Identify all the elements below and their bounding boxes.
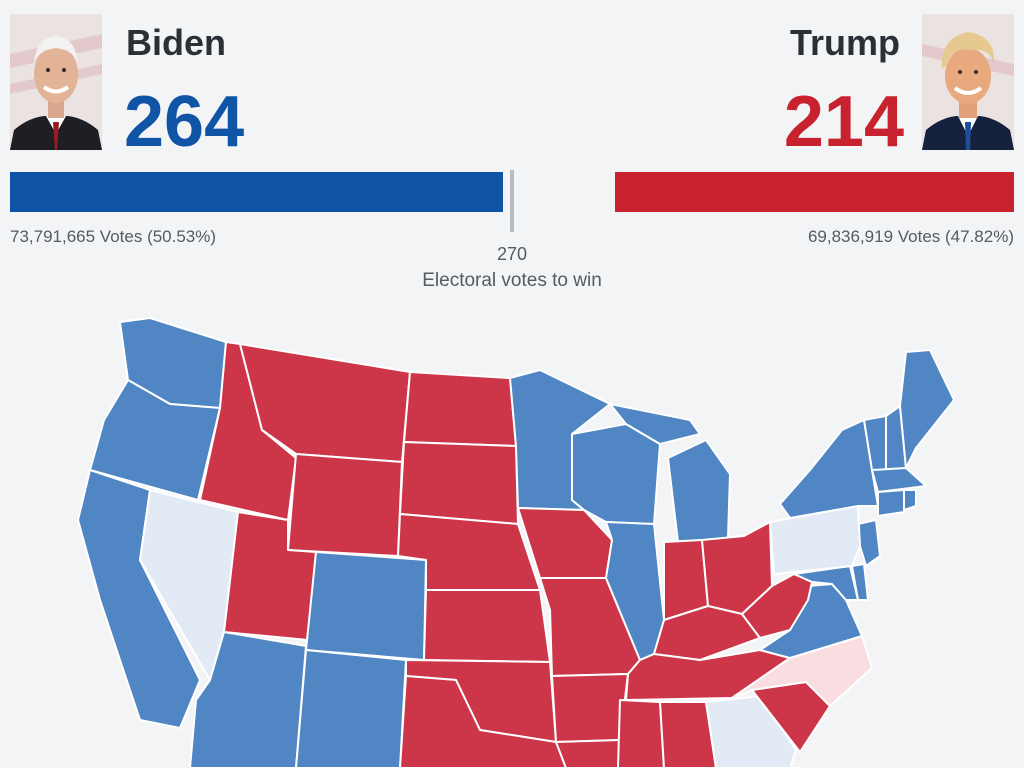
state-ga[interactable] [705,695,797,768]
state-pa[interactable] [769,505,861,575]
state-nd[interactable] [403,371,517,447]
state-ct[interactable] [877,489,905,517]
popular-votes-left: 73,791,665 Votes (50.53%) [10,227,217,246]
threshold-number: 270 [496,244,528,264]
electoral-bar-biden [10,172,503,212]
state-ks[interactable] [423,589,551,663]
state-wv[interactable] [741,573,813,639]
state-ma[interactable] [871,467,927,493]
state-nj[interactable] [857,519,881,567]
state-me[interactable] [899,349,955,469]
electoral-bar-trump [615,172,1014,212]
state-mi[interactable] [609,403,731,543]
state-co[interactable] [305,551,427,661]
state-de[interactable] [851,563,869,601]
trump-portrait-icon [922,14,1014,150]
state-nm[interactable] [295,649,407,768]
state-wy[interactable] [287,453,403,557]
electoral-votes-right: 214 [783,82,904,162]
us-electoral-map [77,317,955,768]
candidate-name-right: Trump [789,22,900,63]
popular-votes-right: 69,836,919 Votes (47.82%) [807,227,1014,246]
state-az[interactable] [189,631,307,768]
state-or[interactable] [89,379,221,501]
state-la[interactable] [555,739,621,768]
state-ms[interactable] [617,699,665,768]
threshold-marker [510,170,514,232]
state-al[interactable] [659,701,717,768]
state-ri[interactable] [903,489,917,511]
biden-portrait-icon [10,14,102,150]
state-sd[interactable] [399,441,519,525]
candidate-name-left: Biden [126,22,227,63]
state-ar[interactable] [551,673,629,743]
state-wi[interactable] [571,423,661,525]
threshold-label: Electoral votes to win [422,270,602,291]
state-ny[interactable] [779,419,879,519]
electoral-votes-left: 264 [124,82,245,162]
